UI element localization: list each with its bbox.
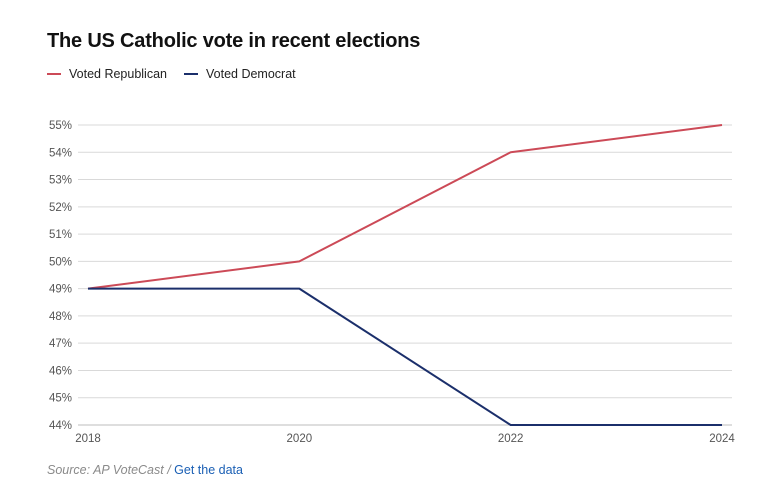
- y-tick-label: 47%: [49, 338, 72, 350]
- y-tick-label: 54%: [49, 147, 72, 159]
- series-lines: [87, 124, 723, 426]
- source-text: Source: AP VoteCast: [47, 463, 164, 477]
- legend: Voted Republican Voted Democrat: [47, 67, 313, 81]
- chart-title: The US Catholic vote in recent elections: [47, 30, 421, 52]
- series-line-republican: [87, 124, 723, 290]
- x-tick-label: 2024: [709, 433, 735, 445]
- legend-swatch-republican: [47, 73, 61, 75]
- y-tick-label: 52%: [49, 202, 72, 214]
- y-tick-label: 44%: [49, 420, 72, 432]
- y-tick-label: 50%: [49, 256, 72, 268]
- y-tick-label: 46%: [49, 365, 72, 377]
- y-axis-tick-labels: 44% 45% 46% 47% 48% 49% 50% 51% 52% 53% 54% 55%: [49, 120, 72, 432]
- legend-item-democrat: Voted Democrat: [184, 67, 296, 81]
- legend-item-republican: Voted Republican: [47, 67, 167, 81]
- y-tick-label: 45%: [49, 393, 72, 405]
- grid-lines: [78, 124, 732, 426]
- legend-label-republican: Voted Republican: [69, 67, 167, 81]
- y-tick-label: 49%: [49, 284, 72, 296]
- source-note: Source: AP VoteCast / Get the data: [47, 463, 243, 477]
- x-axis-tick-labels: 2018 2020 2022 2024: [75, 433, 735, 445]
- y-tick-label: 55%: [49, 120, 72, 132]
- get-the-data-link[interactable]: Get the data: [174, 463, 243, 477]
- x-tick-label: 2020: [287, 433, 313, 445]
- legend-swatch-democrat: [184, 73, 198, 75]
- x-tick-label: 2018: [75, 433, 101, 445]
- source-separator: /: [163, 463, 175, 477]
- y-tick-label: 48%: [49, 311, 72, 323]
- legend-label-democrat: Voted Democrat: [206, 67, 296, 81]
- y-tick-label: 53%: [49, 175, 72, 187]
- series-line-democrat: [88, 287, 722, 426]
- y-tick-label: 51%: [49, 229, 72, 241]
- x-tick-label: 2022: [498, 433, 524, 445]
